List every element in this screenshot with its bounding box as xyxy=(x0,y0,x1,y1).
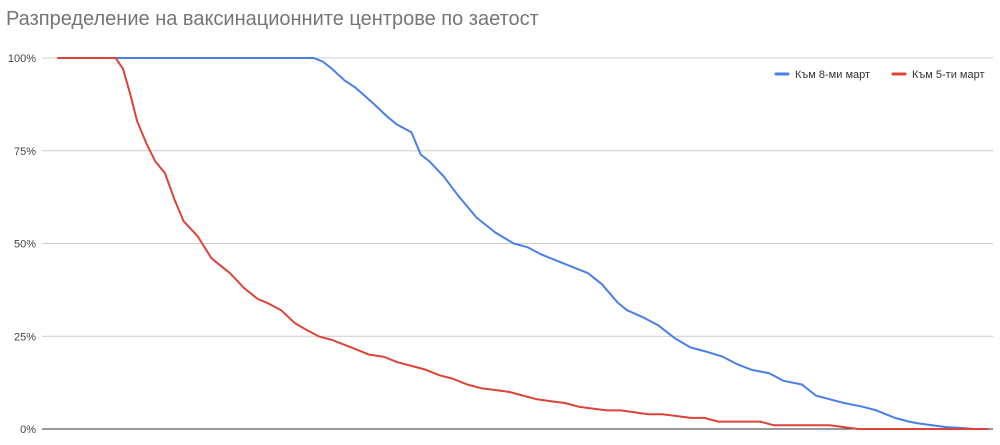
legend-label-2: Към 5-ти март xyxy=(912,69,985,81)
legend-label-1: Към 8-ми март xyxy=(795,69,870,81)
y-tick-label-25: 25% xyxy=(14,331,36,343)
chart-title: Разпределение на ваксинационните центров… xyxy=(6,8,539,30)
series-line-1 xyxy=(57,57,989,430)
y-tick-label-75: 75% xyxy=(14,146,36,158)
y-tick-label-100: 100% xyxy=(8,53,36,65)
y-tick-label-50: 50% xyxy=(14,239,36,251)
series-line-2 xyxy=(57,57,989,430)
y-tick-label-0: 0% xyxy=(20,424,36,436)
